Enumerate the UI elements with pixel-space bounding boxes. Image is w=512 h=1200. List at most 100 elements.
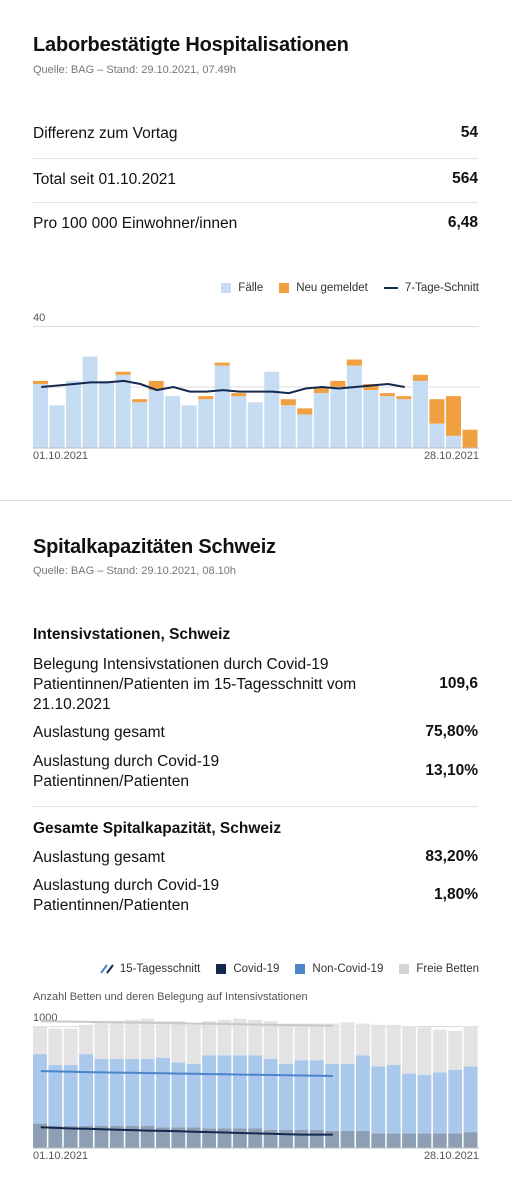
- bar-noncovid: [463, 1066, 478, 1133]
- bar-noncovid: [79, 1054, 94, 1127]
- bar-free: [156, 1021, 170, 1058]
- bar-cases: [99, 380, 115, 448]
- bar-covid: [140, 1126, 155, 1148]
- bar-covid: [402, 1133, 416, 1148]
- legend-label: Freie Betten: [416, 963, 479, 975]
- bar-free: [355, 1023, 370, 1056]
- row-value: 83,20%: [425, 848, 478, 865]
- bar-noncovid: [402, 1073, 416, 1134]
- hospitalisations-title: Laborbestätigte Hospitalisationen: [33, 34, 349, 56]
- bar-noncovid: [171, 1062, 186, 1128]
- bar-cases: [396, 399, 412, 448]
- bar-cases: [264, 371, 280, 448]
- bar-free: [202, 1021, 217, 1056]
- bar-cases: [379, 396, 395, 448]
- bar-cases: [429, 423, 445, 448]
- bar-noncovid: [140, 1058, 155, 1127]
- bar-covid: [156, 1127, 170, 1148]
- bar-covid: [79, 1126, 94, 1148]
- bar-cases: [445, 435, 461, 448]
- y-axis-top-label: 40: [33, 312, 46, 324]
- bar-covid: [448, 1133, 463, 1148]
- bar-new: [429, 399, 445, 424]
- bar-covid: [48, 1126, 63, 1148]
- line-15day-noncovid: [40, 1070, 333, 1077]
- bar-cases: [115, 374, 131, 448]
- divider-line: [33, 202, 478, 203]
- bar-covid: [63, 1126, 78, 1148]
- capacity-chart: [33, 1018, 479, 1149]
- bar-free: [109, 1021, 124, 1059]
- legend-label: Fälle: [238, 282, 264, 294]
- bar-free: [309, 1023, 324, 1061]
- bar-cases: [49, 405, 65, 448]
- bar-cases: [297, 414, 313, 448]
- avg15-icon: [100, 964, 114, 974]
- bar-free: [33, 1026, 47, 1055]
- line-7day-avg: [41, 379, 405, 395]
- bar-cases: [181, 405, 197, 448]
- bar-free: [48, 1028, 63, 1066]
- legend-cases[interactable]: Fälle: [221, 282, 263, 294]
- hospitalisations-source: Quelle: BAG – Stand: 29.10.2021, 07.49h: [33, 64, 237, 76]
- bar-covid: [171, 1127, 186, 1148]
- legend-label: Non-Covid-19: [312, 963, 384, 975]
- bar-new: [346, 359, 362, 366]
- bar-free: [279, 1023, 293, 1064]
- line-15day-free: [40, 1020, 333, 1027]
- stat-value: 564: [452, 170, 478, 187]
- line-15day-covid: [40, 1126, 333, 1136]
- bar-noncovid: [202, 1055, 217, 1129]
- bar-noncovid: [432, 1072, 447, 1134]
- bar-covid: [294, 1129, 309, 1148]
- bar-noncovid: [109, 1058, 124, 1127]
- x-axis-start-label: 01.10.2021: [33, 450, 89, 462]
- bar-free: [186, 1024, 201, 1064]
- section-divider: [0, 500, 512, 501]
- bar-free: [63, 1028, 78, 1066]
- bar-cases: [412, 380, 428, 448]
- bar-cases: [148, 390, 164, 448]
- swatch-free: [399, 964, 410, 974]
- legend-avg15[interactable]: 15-Tagesschnitt: [100, 963, 200, 975]
- x-axis-end-label: 28.10.2021: [423, 1150, 479, 1162]
- bar-noncovid: [279, 1063, 293, 1130]
- bar-covid: [371, 1133, 386, 1148]
- legend-noncovid[interactable]: Non-Covid-19: [295, 963, 383, 975]
- bar-covid: [340, 1130, 355, 1148]
- bar-covid: [248, 1128, 263, 1148]
- bar-new: [445, 396, 461, 436]
- bar-cases: [231, 396, 247, 448]
- bar-noncovid: [125, 1058, 140, 1127]
- bar-new: [132, 399, 148, 403]
- swatch-covid: [216, 964, 227, 974]
- bar-cases: [330, 387, 346, 448]
- bar-free: [325, 1023, 340, 1064]
- bar-new: [280, 399, 296, 406]
- bar-new: [363, 383, 379, 391]
- hospitalisations-legend: Fälle Neu gemeldet 7-Tage-Schnitt: [205, 282, 479, 294]
- bar-new: [33, 380, 49, 384]
- x-axis-end-label: 28.10.2021: [423, 450, 479, 462]
- bar-new: [379, 393, 395, 397]
- bar-cases: [165, 396, 181, 448]
- legend-avg[interactable]: 7-Tage-Schnitt: [383, 282, 479, 294]
- row-value: 13,10%: [425, 762, 478, 779]
- bar-cases: [363, 390, 379, 448]
- bar-free: [140, 1018, 155, 1059]
- x-axis-start-label: 01.10.2021: [33, 1150, 89, 1162]
- icu-row-covid: Auslastung durch Covid-19 Patientinnen/P…: [33, 752, 478, 792]
- bar-new: [412, 374, 428, 381]
- bar-cases: [198, 399, 214, 448]
- bar-cases: [66, 380, 82, 448]
- bar-noncovid: [340, 1063, 355, 1131]
- row-label: Auslastung durch Covid-19 Patientinnen/P…: [33, 877, 220, 914]
- legend-free[interactable]: Freie Betten: [399, 963, 479, 975]
- row-label: Auslastung gesamt: [33, 724, 165, 741]
- legend-new[interactable]: Neu gemeldet: [279, 282, 368, 294]
- bar-noncovid: [33, 1054, 47, 1124]
- legend-covid[interactable]: Covid-19: [216, 963, 279, 975]
- bar-noncovid: [325, 1063, 340, 1131]
- bar-covid: [309, 1129, 324, 1148]
- bar-free: [294, 1023, 309, 1061]
